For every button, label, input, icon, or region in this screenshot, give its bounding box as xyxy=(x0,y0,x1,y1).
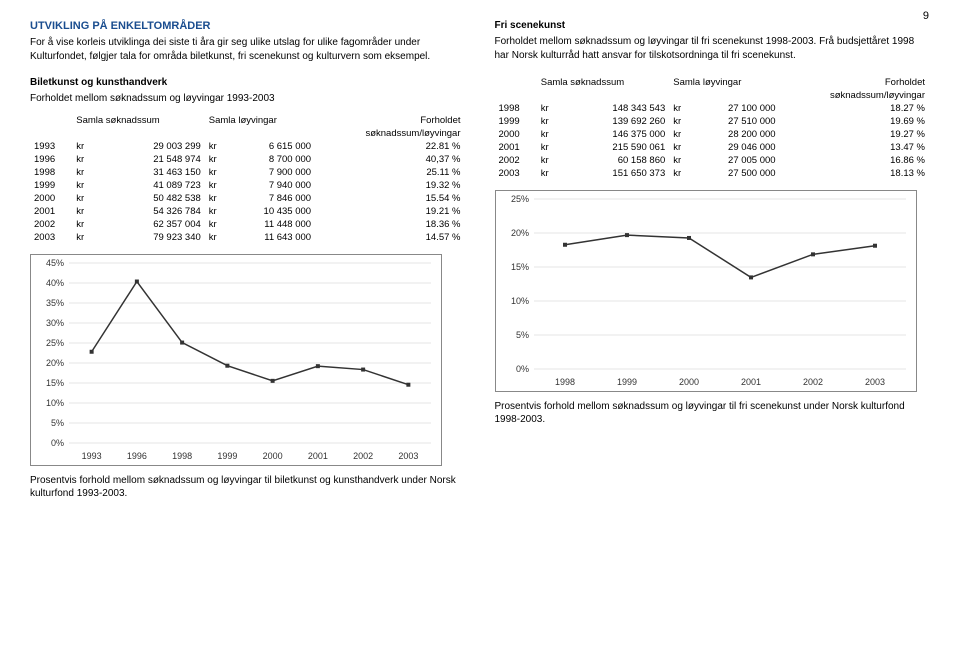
svg-text:1999: 1999 xyxy=(217,451,237,461)
svg-text:1998: 1998 xyxy=(554,377,574,387)
svg-text:10%: 10% xyxy=(46,398,64,408)
col-loyvingar-r: Samla løyvingar xyxy=(669,76,779,89)
svg-text:25%: 25% xyxy=(46,338,64,348)
biletkunst-table: Samla søknadssum Samla løyvingar Forhold… xyxy=(30,114,465,244)
chart1-caption: Prosentvis forhold mellom søknadssum og … xyxy=(30,474,465,500)
table-row: 2003kr151 650 373kr27 500 00018.13 % xyxy=(495,167,930,180)
scenekunst-table: Samla søknadssum Samla løyvingar Forhold… xyxy=(495,76,930,180)
col-soknadssum-r: Samla søknadssum xyxy=(537,76,670,89)
table-row: 2003kr79 923 340kr11 643 00014.57 % xyxy=(30,231,465,244)
svg-text:10%: 10% xyxy=(510,296,528,306)
svg-text:2000: 2000 xyxy=(678,377,698,387)
scenekunst-chart: 0% 5% 10% 15% 20% 25% 1998 1999 2000 2001 2002 2003 xyxy=(495,190,917,392)
svg-text:0%: 0% xyxy=(515,364,528,374)
chart2-caption: Prosentvis forhold mellom søknadssum og … xyxy=(495,400,930,426)
svg-text:35%: 35% xyxy=(46,298,64,308)
svg-text:5%: 5% xyxy=(51,418,64,428)
right-column: Fri scenekunst Forholdet mellom søknadss… xyxy=(495,20,930,500)
svg-text:2003: 2003 xyxy=(864,377,884,387)
table-row: 2001kr54 326 784kr10 435 00019.21 % xyxy=(30,205,465,218)
svg-text:15%: 15% xyxy=(510,262,528,272)
svg-text:30%: 30% xyxy=(46,318,64,328)
col-forholdet-r: Forholdet xyxy=(780,76,929,89)
col-loyvingar: Samla løyvingar xyxy=(205,114,315,127)
svg-text:25%: 25% xyxy=(510,194,528,204)
scenekunst-para: Forholdet mellom søknadssum og løyvingar… xyxy=(495,35,930,62)
svg-text:2001: 2001 xyxy=(308,451,328,461)
svg-text:2003: 2003 xyxy=(398,451,418,461)
svg-text:5%: 5% xyxy=(515,330,528,340)
svg-text:0%: 0% xyxy=(51,438,64,448)
table-row: 1996kr21 548 974kr8 700 00040,37 % xyxy=(30,153,465,166)
svg-text:1996: 1996 xyxy=(127,451,147,461)
intro-paragraph: For å vise korleis utviklinga dei siste … xyxy=(30,36,465,63)
table-row: 1999kr41 089 723kr7 940 00019.32 % xyxy=(30,179,465,192)
table-row: 2002kr60 158 860kr27 005 00016.86 % xyxy=(495,154,930,167)
svg-text:45%: 45% xyxy=(46,258,64,268)
svg-text:2002: 2002 xyxy=(802,377,822,387)
page-number: 9 xyxy=(923,10,929,22)
svg-text:40%: 40% xyxy=(46,278,64,288)
svg-text:15%: 15% xyxy=(46,378,64,388)
table-row: 1998kr148 343 543kr27 100 00018.27 % xyxy=(495,102,930,115)
col-forholdet: Forholdet xyxy=(315,114,464,127)
svg-text:1993: 1993 xyxy=(82,451,102,461)
biletkunst-chart: 0% 5% 10% 15% 20% 25% 30% 35% 40% 45% 1993 1996 1998… xyxy=(30,254,442,466)
svg-text:2001: 2001 xyxy=(740,377,760,387)
svg-text:1999: 1999 xyxy=(616,377,636,387)
table-row: 1993kr29 003 299kr6 615 00022.81 % xyxy=(30,140,465,153)
table-row: 2002kr62 357 004kr11 448 00018.36 % xyxy=(30,218,465,231)
col-soknadssum: Samla søknadssum xyxy=(72,114,205,127)
svg-text:2000: 2000 xyxy=(263,451,283,461)
section-heading: UTVIKLING PÅ ENKELTOMRÅDER xyxy=(30,20,465,32)
left-column: UTVIKLING PÅ ENKELTOMRÅDER For å vise ko… xyxy=(30,20,465,500)
svg-text:20%: 20% xyxy=(46,358,64,368)
two-column-layout: UTVIKLING PÅ ENKELTOMRÅDER For å vise ko… xyxy=(30,20,929,500)
svg-text:2002: 2002 xyxy=(353,451,373,461)
subsection-desc: Forholdet mellom søknadssum og løyvingar… xyxy=(30,92,465,106)
subsection-heading: Biletkunst og kunsthandverk xyxy=(30,77,465,88)
table-row: 1999kr139 692 260kr27 510 00019.69 % xyxy=(495,115,930,128)
table-row: 2001kr215 590 061kr29 046 00013.47 % xyxy=(495,141,930,154)
scenekunst-heading: Fri scenekunst xyxy=(495,20,930,31)
table-row: 2000kr50 482 538kr7 846 00015.54 % xyxy=(30,192,465,205)
col-forholdet-sub: søknadssum/løyvingar xyxy=(315,127,464,140)
table-row: 1998kr31 463 150kr7 900 00025.11 % xyxy=(30,166,465,179)
svg-text:1998: 1998 xyxy=(172,451,192,461)
table-row: 2000kr146 375 000kr28 200 00019.27 % xyxy=(495,128,930,141)
svg-text:20%: 20% xyxy=(510,228,528,238)
col-forholdet-sub-r: søknadssum/løyvingar xyxy=(780,89,929,102)
